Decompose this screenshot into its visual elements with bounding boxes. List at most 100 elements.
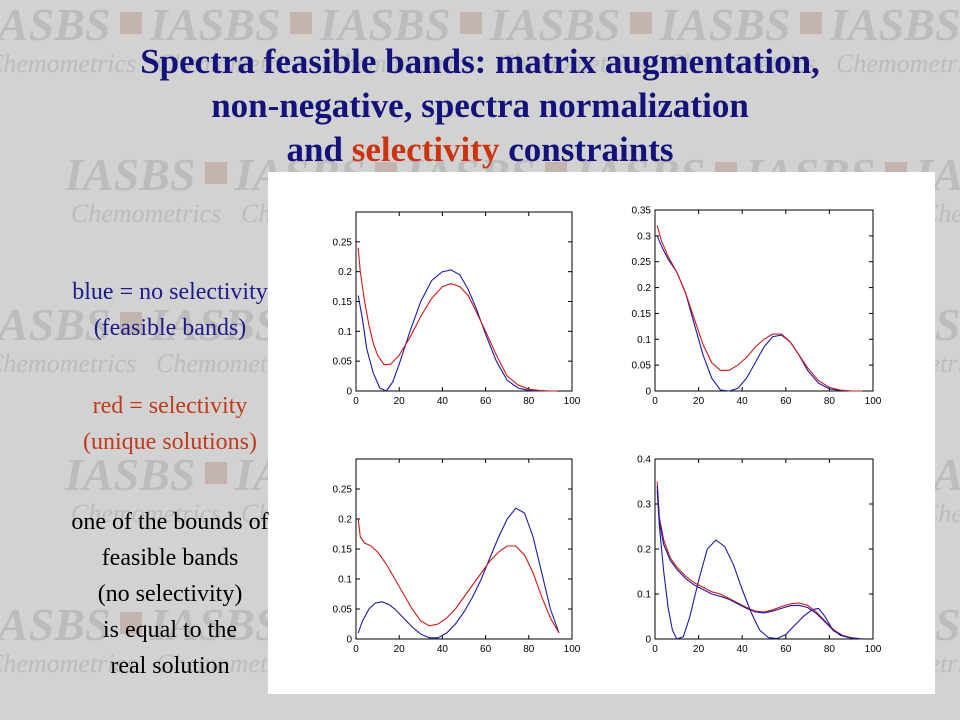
watermark-logo-square — [630, 12, 652, 34]
y-tick-label: 0.25 — [333, 237, 353, 248]
watermark-brand: IASBS — [829, 0, 960, 50]
bounds-note-line: feasible bands — [101, 545, 239, 571]
watermark-brand: IASBS — [64, 149, 195, 200]
watermark-brand: IASBS — [319, 0, 450, 50]
watermark-brand: IASBS — [149, 0, 280, 50]
title-line-3-post: constraints — [499, 130, 674, 169]
y-tick-label: 0.2 — [338, 515, 352, 526]
red-note-line: (unique solutions) — [83, 429, 257, 455]
watermark-brand: IASBS — [489, 0, 620, 50]
blue-legend-note: blue = no selectivity (feasible bands) — [20, 274, 320, 346]
y-tick-label: 0.2 — [637, 283, 651, 294]
x-tick-label: 80 — [824, 396, 836, 407]
watermark-sub: Chemometrics — [496, 49, 646, 78]
watermark-logo-square — [205, 462, 227, 484]
watermark-sub: Chemometrics — [0, 649, 136, 678]
x-tick-label: 40 — [437, 396, 449, 407]
red-note-line: red = selectivity — [92, 393, 248, 419]
watermark-sub: Chemometrics — [0, 49, 136, 78]
blue-note-line: blue = no selectivity — [72, 279, 268, 305]
y-tick-label: 0.05 — [333, 357, 353, 368]
y-tick-label: 0.25 — [632, 257, 652, 268]
y-tick-label: 0.2 — [637, 545, 651, 556]
x-tick-label: 20 — [394, 644, 406, 655]
subplot-2: 0 20 40 60 80 100 0 0.05 0.1 0.15 0.2 0.25 0.3 0.35 — [632, 206, 882, 408]
x-tick-label: 60 — [780, 396, 792, 407]
blue-series-line — [357, 507, 560, 639]
watermark-logo-square — [460, 12, 482, 34]
x-tick-label: 20 — [693, 644, 705, 655]
watermark-brand: IASBS — [149, 599, 280, 650]
watermark-logo-square — [800, 12, 822, 34]
y-tick-label: 0.35 — [632, 206, 652, 217]
y-tick-label: 0.25 — [333, 485, 353, 496]
x-tick-label: 0 — [652, 644, 658, 655]
x-tick-label: 100 — [865, 644, 882, 655]
x-tick-label: 40 — [737, 396, 749, 407]
red-legend-note: red = selectivity (unique solutions) — [20, 388, 320, 460]
y-tick-label: 0.15 — [333, 545, 353, 556]
title-line-1: Spectra feasible bands: matrix augmentat… — [140, 42, 820, 81]
blue-series-line — [656, 485, 863, 640]
red-series-line — [357, 518, 560, 634]
watermark-sub: Chemometrics — [71, 199, 221, 228]
watermark-sub: Chemometrics — [156, 49, 306, 78]
watermark-brand: IASBS — [149, 299, 280, 350]
red-series-line — [656, 481, 863, 640]
y-tick-label: 0.4 — [637, 455, 651, 466]
y-tick-label: 0.1 — [637, 335, 651, 346]
bounds-note-line: one of the bounds of — [71, 509, 269, 535]
title-line-2: non-negative, spectra normalization — [211, 86, 749, 125]
x-tick-label: 0 — [652, 396, 658, 407]
subplot-1: 0 20 40 60 80 100 0 0.05 0.1 0.15 0.2 0.25 — [333, 211, 581, 407]
chart-panel: 0 20 40 60 80 100 0 0.05 0.1 0.15 0.2 0.25 0 20 40 60 80… — [268, 172, 935, 694]
x-tick-label: 40 — [437, 644, 449, 655]
title-line-3-pre: and — [286, 130, 352, 169]
y-tick-label: 0 — [645, 635, 651, 646]
x-tick-label: 0 — [353, 396, 359, 407]
x-tick-label: 80 — [824, 644, 836, 655]
blue-series-line — [357, 269, 557, 392]
watermark-sub: Chemometrics — [0, 349, 136, 378]
bounds-note-line: is equal to the — [103, 617, 237, 643]
y-tick-label: 0.05 — [333, 605, 353, 616]
subplot-3: 0 20 40 60 80 100 0 0.05 0.1 0.15 0.2 0.25 — [333, 458, 581, 655]
y-tick-label: 0.15 — [333, 297, 353, 308]
x-tick-label: 100 — [564, 396, 581, 407]
x-tick-label: 20 — [394, 396, 406, 407]
y-tick-label: 0 — [645, 387, 651, 398]
subplot-4: 0 20 40 60 80 100 0 0.1 0.2 0.3 0.4 — [637, 455, 882, 656]
blue-series-line — [656, 235, 863, 392]
watermark-logo-square — [120, 612, 142, 634]
watermark-logo-square — [120, 12, 142, 34]
watermark-brand: IASBS — [0, 0, 110, 50]
bounds-note-line: (no selectivity) — [97, 581, 243, 607]
title-highlight: selectivity — [351, 130, 500, 169]
watermark-logo-square — [290, 12, 312, 34]
slide-title: Spectra feasible bands: matrix augmentat… — [0, 40, 960, 172]
watermark-brand: IASBS — [0, 599, 110, 650]
red-series-line — [656, 225, 863, 392]
red-series-line — [357, 247, 557, 392]
y-tick-label: 0.05 — [632, 361, 652, 372]
y-tick-label: 0 — [346, 387, 352, 398]
watermark-sub: Chemometrics — [71, 499, 221, 528]
x-tick-label: 40 — [737, 644, 749, 655]
x-tick-label: 20 — [693, 396, 705, 407]
y-tick-label: 0.1 — [338, 327, 352, 338]
watermark-sub: Chemometrics — [666, 49, 816, 78]
x-tick-label: 60 — [480, 644, 492, 655]
watermark-brand: IASBS — [0, 299, 110, 350]
watermark-logo-square — [205, 162, 227, 184]
y-tick-label: 0.3 — [637, 231, 651, 242]
watermark-logo-square — [120, 312, 142, 334]
x-tick-label: 80 — [523, 396, 535, 407]
